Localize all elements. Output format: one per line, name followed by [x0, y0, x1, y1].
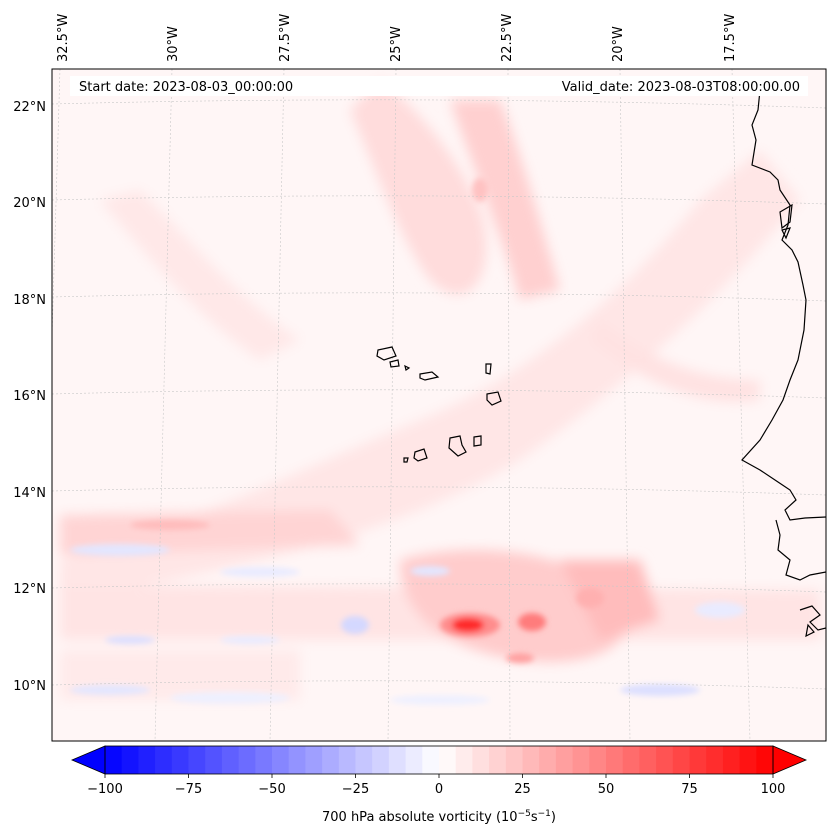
- colorbar-tick-label: −50: [258, 782, 285, 797]
- colorbar-cell: [472, 746, 490, 774]
- lat-label: 10°N: [13, 679, 46, 694]
- map-panel: Start date: 2023-08-03_00:00:00 Valid_da…: [51, 68, 827, 742]
- colorbar-extend-max: [772, 745, 808, 775]
- colorbar-cell: [205, 746, 223, 774]
- colorbar-cell: [138, 746, 156, 774]
- colorbar-tick-label: 25: [514, 782, 531, 797]
- lon-label: 32.5°W: [56, 14, 71, 62]
- africa-coastline: [741, 89, 826, 521]
- colorbar-cell: [672, 746, 690, 774]
- colorbar-ticks: −100 −75 −50 −25 0 25 50 75 100: [87, 774, 785, 797]
- colorbar-cell: [656, 746, 674, 774]
- colorbar-cell: [288, 746, 306, 774]
- colorbar-tick-label: 75: [681, 782, 698, 797]
- graticule: [52, 69, 826, 741]
- positive-vorticity-band: [60, 80, 820, 700]
- start-date-label: Start date: 2023-08-03_00:00:00: [79, 80, 293, 95]
- positive-vorticity-cores: [130, 178, 604, 663]
- valid-date-background: [330, 76, 808, 96]
- colorbar-cell: [405, 746, 423, 774]
- colorbar-cell: [639, 746, 657, 774]
- colorbar-cell: [272, 746, 290, 774]
- lat-label: 14°N: [13, 486, 46, 501]
- colorbar-cell: [221, 746, 240, 774]
- start-date-background: [70, 76, 330, 96]
- colorbar-cell: [188, 746, 206, 774]
- colorbar-tick-label: 50: [598, 782, 615, 797]
- colorbar: −100 −75 −50 −25 0 25 50 75 100 700 hPa absolute…: [70, 745, 808, 825]
- cape-verde-islands: [376, 346, 502, 463]
- negative-vorticity-patches: [70, 544, 745, 705]
- colorbar-label: 700 hPa absolute vorticity (10−5s−1): [322, 809, 556, 825]
- lat-label: 18°N: [13, 293, 46, 308]
- valid-date-label: Valid_date: 2023-08-03T08:00:00.00: [562, 80, 800, 95]
- lon-label: 27.5°W: [278, 14, 293, 62]
- colorbar-cell: [155, 746, 173, 774]
- colorbar-tick-label: −100: [87, 782, 123, 797]
- colorbar-cell: [322, 746, 340, 774]
- coastlines: [376, 89, 826, 638]
- colorbar-cell: [372, 746, 390, 774]
- colorbar-cell: [121, 746, 139, 774]
- colorbar-cell: [539, 746, 557, 774]
- colorbar-cell: [388, 746, 407, 774]
- colorbar-cell: [489, 746, 507, 774]
- colorbar-cell: [355, 746, 373, 774]
- colorbar-cell: [739, 746, 757, 774]
- colorbar-cell: [722, 746, 741, 774]
- colorbar-cells: [105, 746, 774, 774]
- colorbar-tick-label: 100: [761, 782, 786, 797]
- colorbar-cell: [589, 746, 607, 774]
- colorbar-cell: [522, 746, 540, 774]
- colorbar-cell: [305, 746, 323, 774]
- colorbar-cell: [572, 746, 590, 774]
- colorbar-cell: [422, 746, 440, 774]
- lon-label: 17.5°W: [723, 14, 738, 62]
- longitude-labels: 32.5°W 30°W 27.5°W 25°W 22.5°W 20°W 17.5…: [56, 14, 738, 62]
- colorbar-extend-min: [70, 745, 106, 775]
- lon-label: 25°W: [389, 26, 404, 62]
- colorbar-cell: [756, 746, 774, 774]
- colorbar-cell: [455, 746, 473, 774]
- colorbar-tick-label: −75: [175, 782, 202, 797]
- lat-label: 12°N: [13, 582, 46, 597]
- lat-label: 22°N: [13, 100, 46, 115]
- vorticity-field: [60, 80, 820, 705]
- colorbar-cell: [706, 746, 724, 774]
- colorbar-cell: [105, 746, 123, 774]
- colorbar-cell: [689, 746, 707, 774]
- colorbar-cell: [238, 746, 256, 774]
- colorbar-cell: [338, 746, 356, 774]
- colorbar-tick-label: −25: [342, 782, 369, 797]
- lon-label: 22.5°W: [500, 14, 515, 62]
- lat-label: 20°N: [13, 196, 46, 211]
- colorbar-cell: [505, 746, 523, 774]
- colorbar-cell: [439, 746, 457, 774]
- map-frame: [51, 68, 827, 742]
- colorbar-cell: [171, 746, 189, 774]
- lon-label: 30°W: [166, 26, 181, 62]
- colorbar-cell: [555, 746, 574, 774]
- colorbar-cell: [255, 746, 273, 774]
- colorbar-cell: [622, 746, 640, 774]
- colorbar-tick-label: 0: [435, 782, 443, 797]
- colorbar-cell: [606, 746, 624, 774]
- lon-label: 20°W: [611, 26, 626, 62]
- latitude-labels: 22°N 20°N 18°N 16°N 14°N 12°N 10°N: [13, 100, 46, 694]
- lat-label: 16°N: [13, 389, 46, 404]
